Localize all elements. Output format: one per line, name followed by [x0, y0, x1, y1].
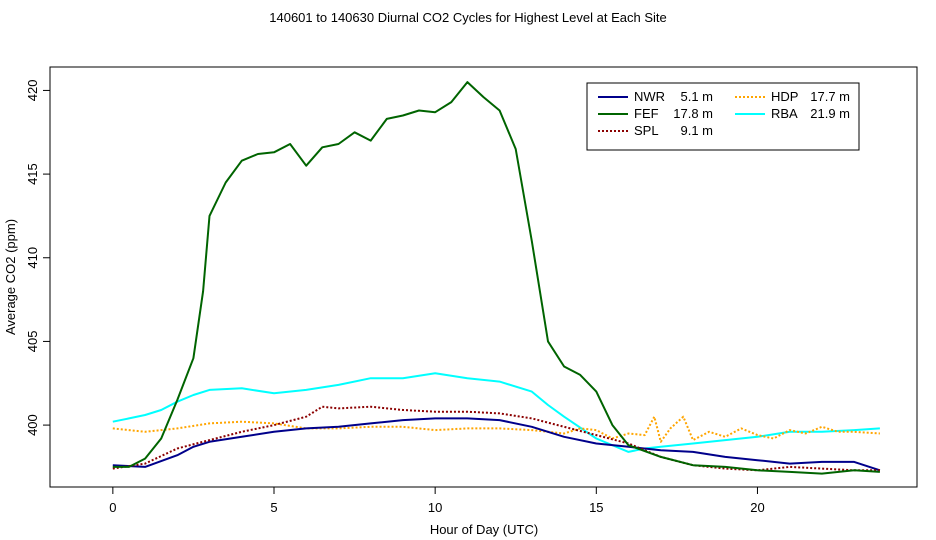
- legend-name-nwr: NWR: [634, 89, 665, 104]
- series-layer: [112, 81, 881, 475]
- x-tick-label: 0: [109, 500, 116, 515]
- legend-height-rba: 21.9 m: [810, 106, 850, 121]
- legend-height-nwr: 5.1 m: [680, 89, 713, 104]
- y-tick-label: 420: [25, 80, 40, 102]
- x-axis: 0 5 10 15 20: [109, 486, 765, 515]
- x-tick-label: 15: [589, 500, 603, 515]
- y-tick-label: 405: [25, 331, 40, 353]
- legend-height-spl: 9.1 m: [680, 123, 713, 138]
- series-line-nwr: [112, 417, 881, 472]
- legend-name-hdp: HDP: [771, 89, 798, 104]
- y-tick-label: 415: [25, 163, 40, 185]
- legend: NWR 5.1 m FEF 17.8 m SPL 9.1 m HDP 17.7 m RBA 21.…: [586, 82, 860, 151]
- x-tick-label: 10: [428, 500, 442, 515]
- series-line-rba: [112, 372, 880, 453]
- x-axis-label: Hour of Day (UTC): [430, 522, 538, 537]
- series-line-fef: [112, 81, 880, 475]
- legend-name-fef: FEF: [634, 106, 659, 121]
- chart-title: 140601 to 140630 Diurnal CO2 Cycles for …: [269, 10, 666, 25]
- legend-name-spl: SPL: [634, 123, 659, 138]
- legend-name-rba: RBA: [771, 106, 798, 121]
- x-tick-label: 20: [750, 500, 764, 515]
- legend-height-hdp: 17.7 m: [810, 89, 850, 104]
- y-axis-label: Average CO2 (ppm): [3, 219, 18, 335]
- y-axis: 400 405 410 415 420: [25, 80, 51, 436]
- y-tick-label: 410: [25, 247, 40, 269]
- legend-box: [586, 82, 860, 151]
- legend-height-fef: 17.8 m: [673, 106, 713, 121]
- x-tick-label: 5: [270, 500, 277, 515]
- y-tick-label: 400: [25, 414, 40, 436]
